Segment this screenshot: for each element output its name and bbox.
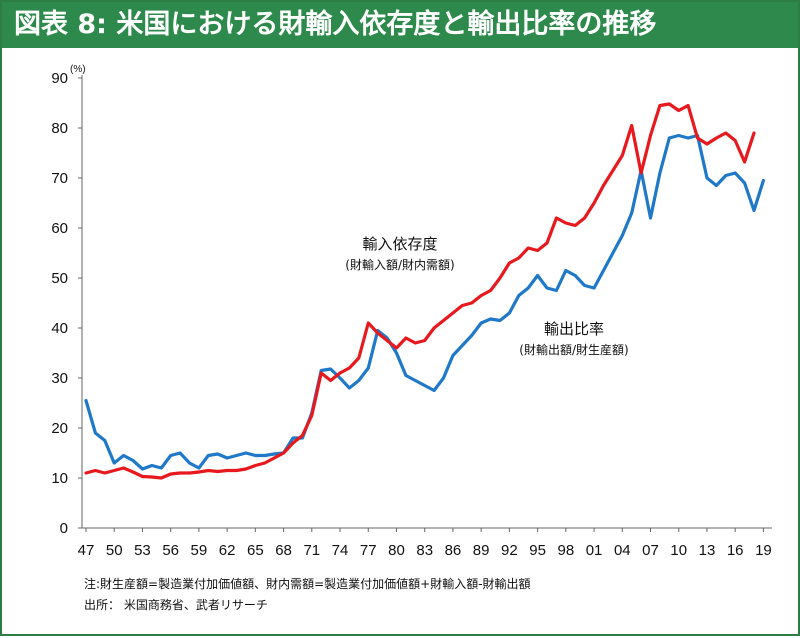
x-tick-label: 95 (529, 542, 546, 559)
x-tick-label: 65 (247, 542, 264, 559)
x-tick-label: 16 (727, 542, 744, 559)
import-dependence-formula: (財輸入額/財内需額) (345, 257, 454, 272)
x-tick-label: 07 (642, 542, 659, 559)
y-tick-label: 20 (51, 420, 68, 437)
x-tick-label: 19 (755, 542, 772, 559)
x-tick-label: 53 (134, 542, 151, 559)
x-tick-label: 62 (219, 542, 236, 559)
y-unit-label: (%) (70, 64, 86, 75)
y-tick-label: 60 (51, 220, 68, 237)
import-dependence-line (84, 102, 756, 480)
series-lines (84, 102, 766, 480)
y-tick-label: 0 (60, 520, 68, 537)
export-ratio-formula: (財輸出額/財生産額) (519, 342, 628, 357)
y-tick-label: 50 (51, 270, 68, 287)
footnote-source: 出所： 米国商務省、武者リサーチ (84, 598, 268, 612)
y-tick-label: 10 (51, 470, 68, 487)
x-tick-label: 47 (78, 542, 95, 559)
chart-title: 図表 8: 米国における財輸入依存度と輸出比率の推移 (2, 2, 798, 48)
y-axis: 0 10 20 30 40 50 60 70 80 90 (51, 70, 83, 537)
x-tick-label: 98 (557, 542, 574, 559)
x-tick-label: 89 (473, 542, 490, 559)
x-tick-label: 86 (445, 542, 462, 559)
x-tick-label: 01 (586, 542, 603, 559)
y-tick-label: 80 (51, 120, 68, 137)
x-tick-label: 77 (360, 542, 377, 559)
x-tick-label: 59 (191, 542, 208, 559)
x-tick-label: 50 (106, 542, 123, 559)
x-tick-label: 83 (416, 542, 433, 559)
import-dependence-annotation: 輸入依存度 (財輸入額/財内需額) (345, 235, 454, 272)
export-ratio-annotation: 輸出比率 (財輸出額/財生産額) (519, 320, 628, 357)
x-tick-label: 74 (332, 542, 349, 559)
x-tick-label: 92 (501, 542, 518, 559)
x-tick-label: 04 (614, 542, 631, 559)
x-tick-label: 10 (670, 542, 687, 559)
x-tick-label: 68 (275, 542, 292, 559)
x-tick-label: 13 (699, 542, 716, 559)
footnote-note: 注:財生産額=製造業付加価値額、財内需額=製造業付加価値額+財輸入額-財輸出額 (84, 577, 531, 591)
x-tick-label: 80 (388, 542, 405, 559)
y-tick-label: 40 (51, 320, 68, 337)
x-tick-label: 71 (303, 542, 320, 559)
import-dependence-label: 輸入依存度 (362, 235, 437, 253)
export-ratio-label: 輸出比率 (544, 320, 604, 338)
x-axis: 47 50 53 56 59 62 65 68 71 74 77 80 83 86 89 92 95 98 01 04… (78, 527, 772, 559)
export-ratio-line (84, 133, 766, 471)
x-tick-label: 56 (162, 542, 179, 559)
y-tick-label: 70 (51, 170, 68, 187)
y-tick-label: 30 (51, 370, 68, 387)
y-tick-label: 90 (51, 70, 68, 87)
